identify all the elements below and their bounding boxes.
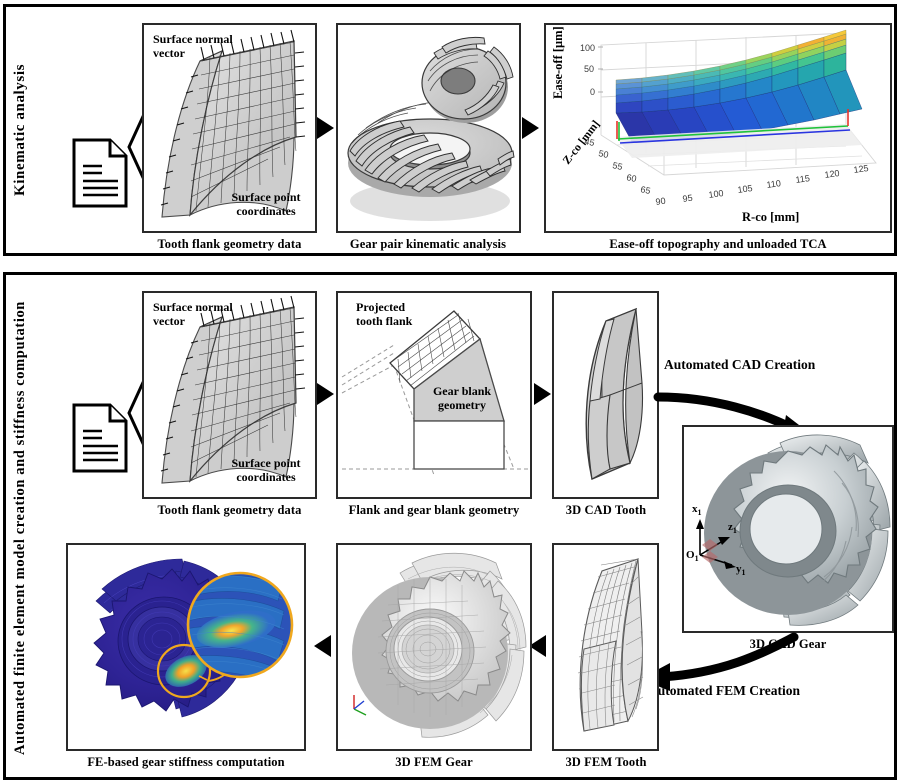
svg-text:110: 110 [766,178,782,190]
axis-label-z1: z1 [728,521,737,536]
arrow-gearpair-to-easeoff [522,117,539,139]
section-fem-automation: Automated finite element model creation … [3,272,897,780]
panel-fe-based-gear-stiffness-computation [66,543,306,751]
panel-ease-off-topography: 100 50 0 Ease-off [μm] 45 50 55 60 [544,23,892,233]
panel-tooth-flank-geometry-data-bottom: Surface normal vector Surface point coor… [142,291,317,499]
svg-text:Ease-off [μm]: Ease-off [μm] [551,26,565,99]
svg-text:115: 115 [795,173,811,185]
caption-3d-fem-tooth: 3D FEM Tooth [565,755,647,769]
caption-ease-off-topography: Ease-off topography and unloaded TCA [609,237,827,251]
annotation-surface-point-coordinates-top: Surface point coordinates [231,190,301,218]
svg-text:50: 50 [598,148,610,160]
panel-3d-fem-gear [336,543,532,751]
panel-gear-pair-kinematic-analysis [336,23,521,233]
svg-text:120: 120 [824,168,840,180]
document-icon [72,138,128,208]
caption-fe-based-gear-stiffness-computation: FE-based gear stiffness computation [87,755,285,769]
svg-text:95: 95 [682,193,693,204]
panel-tooth-flank-geometry-data-top: Surface normal vector Surface point coor… [142,23,317,233]
annotation-surface-normal-vector-bottom: Surface normal vector [153,300,233,328]
svg-text:65: 65 [640,184,652,196]
annotation-surface-point-coordinates-bottom: Surface point coordinates [231,456,301,484]
panel-flank-and-gear-blank-geometry: Projected tooth flank Gear blank geometr… [336,291,532,499]
section-label-kinematic-analysis: Kinematic analysis [12,63,28,197]
svg-text:90: 90 [655,196,666,207]
annotation-projected-tooth-flank: Projected tooth flank [356,300,413,328]
panel-3d-cad-tooth [552,291,659,499]
annotation-gear-blank-geometry: Gear blank geometry [432,384,492,412]
svg-text:100: 100 [580,43,595,53]
svg-text:125: 125 [853,163,869,175]
svg-text:Z-co [mm]: Z-co [mm] [561,118,603,166]
svg-text:60: 60 [626,172,638,184]
arrow-flank-to-gearpair [317,117,334,139]
caption-flank-and-gear-blank-geometry: Flank and gear blank geometry [348,503,520,517]
axis-label-y1: y1 [736,563,746,578]
panel-3d-fem-tooth [552,543,659,751]
caption-3d-cad-tooth: 3D CAD Tooth [565,503,647,517]
annotation-surface-normal-vector-top: Surface normal vector [153,32,233,60]
svg-text:R-co [mm]: R-co [mm] [742,210,799,224]
flow-label-automated-cad-creation: Automated CAD Creation [664,357,816,372]
arrow-femtooth-to-femgear [529,635,546,657]
svg-text:50: 50 [584,64,594,74]
axis-label-x1: x1 [692,503,702,518]
caption-gear-pair-kinematic-analysis: Gear pair kinematic analysis [349,237,507,251]
section-label-fem-automation: Automated finite element model creation … [12,301,28,755]
svg-text:0: 0 [590,87,595,97]
svg-text:55: 55 [612,160,624,172]
axis-label-o1: O1 [686,549,699,564]
flow-label-automated-fem-creation: Automated FEM Creation [648,683,800,698]
panel-3d-cad-gear: x1 z1 y1 O1 [682,425,894,633]
document-icon-bottom [72,403,128,473]
caption-tooth-flank-geometry-data-bottom: Tooth flank geometry data [157,503,302,517]
svg-text:100: 100 [708,188,724,200]
arrow-blank-to-cadtooth [534,383,551,405]
caption-3d-fem-gear: 3D FEM Gear [395,755,473,769]
svg-text:105: 105 [737,183,753,195]
caption-tooth-flank-geometry-data-top: Tooth flank geometry data [157,237,302,251]
section-kinematic-analysis: Kinematic analysis [3,4,897,256]
svg-text:45: 45 [584,136,596,148]
arrow-flank-to-blank [317,383,334,405]
arrow-femgear-to-stiffness [314,635,331,657]
